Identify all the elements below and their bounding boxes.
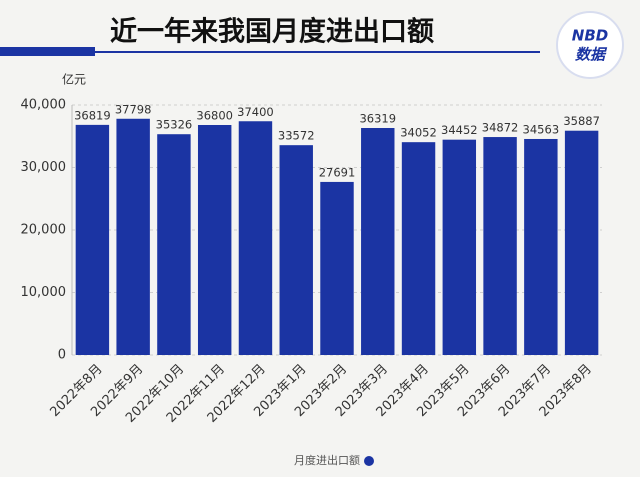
logo-bottom: 数据: [575, 46, 608, 64]
legend-marker: [364, 456, 374, 466]
y-axis-label: 亿元: [62, 72, 86, 87]
value-label: 34052: [400, 126, 437, 140]
value-label: 34872: [482, 121, 519, 135]
bar: [564, 130, 599, 355]
value-label: 34452: [441, 123, 478, 137]
logo-circle: [556, 11, 624, 79]
y-tick-label: 10,000: [21, 285, 67, 300]
value-label: 35887: [563, 114, 600, 128]
value-label: 35326: [156, 118, 193, 132]
value-label: 33572: [278, 129, 315, 143]
bar: [401, 142, 436, 355]
bar: [483, 137, 517, 355]
logo-top: NBD: [572, 27, 608, 45]
value-label: 36800: [196, 109, 233, 123]
value-label: 37400: [237, 105, 274, 119]
bar: [75, 124, 110, 355]
value-label: 34563: [523, 122, 560, 136]
bar: [157, 134, 191, 355]
chart-title: 近一年来我国月度进出口额: [110, 16, 434, 48]
value-label: 37798: [115, 102, 152, 116]
y-tick-label: 0: [58, 348, 66, 363]
y-tick-label: 40,000: [21, 98, 67, 113]
value-label: 27691: [319, 165, 356, 179]
y-tick-label: 20,000: [21, 223, 67, 238]
bar: [279, 145, 313, 355]
bar: [238, 121, 273, 355]
bar: [197, 125, 232, 355]
y-tick-label: 30,000: [21, 160, 67, 175]
bar: [320, 181, 354, 355]
value-label: 36819: [74, 108, 111, 122]
value-label: 36319: [359, 112, 396, 126]
legend-label: 月度进出口额: [294, 453, 360, 467]
bar: [116, 118, 150, 355]
bar: [524, 138, 558, 355]
title-bar: [0, 47, 95, 56]
bar: [361, 128, 395, 355]
bar: [442, 139, 477, 355]
